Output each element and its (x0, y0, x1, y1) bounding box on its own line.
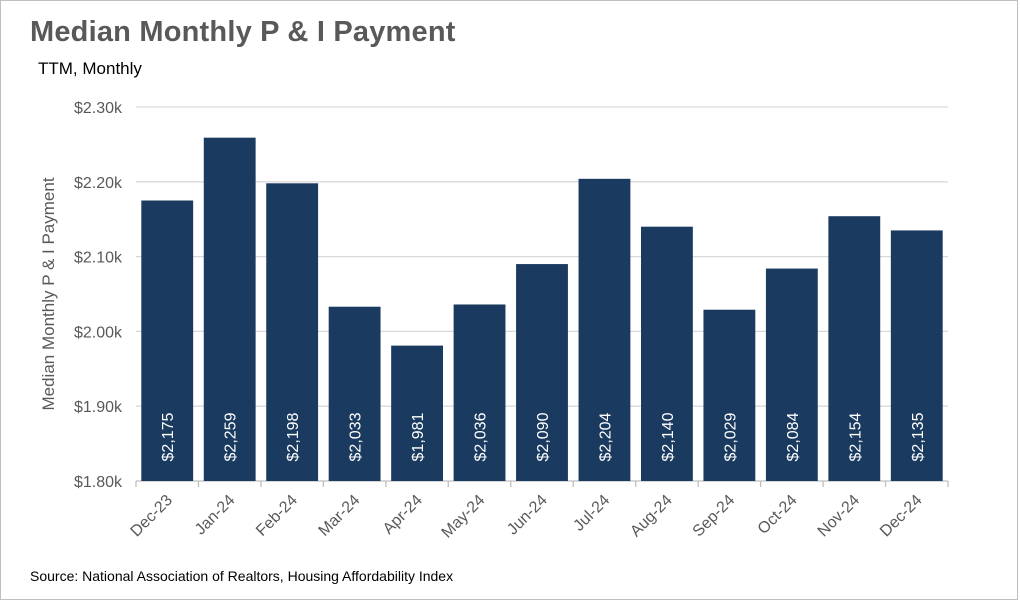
x-tick-label: Aug-24 (627, 492, 676, 541)
x-tick-label: Jun-24 (504, 492, 551, 539)
x-tick-label: Dec-24 (877, 492, 926, 541)
x-axis-ticks: Dec-23 Jan-24 Feb-24 Mar-24 Apr-24 May-24 Jun-… (128, 492, 926, 542)
bar (141, 200, 194, 481)
x-tick-label: Jan-24 (192, 492, 239, 539)
bar (703, 309, 756, 481)
bar (828, 216, 881, 481)
y-axis-label: Median Monthly P & I Payment (39, 177, 58, 410)
bar (641, 226, 693, 481)
data-label: $2,154 (847, 412, 864, 461)
data-label: $2,204 (597, 412, 614, 461)
source-note: Source: National Association of Realtors… (30, 568, 454, 584)
data-label: $2,175 (160, 412, 177, 461)
bar (266, 183, 319, 481)
y-tick-label: $2.20k (74, 175, 123, 192)
x-tick-label: Jul-24 (570, 492, 613, 535)
data-label: $2,259 (223, 412, 240, 461)
data-label: $1,981 (410, 412, 427, 461)
bar (516, 264, 568, 481)
y-tick-label: $2.10k (74, 250, 123, 267)
x-tick-label: Oct-24 (755, 492, 801, 538)
x-tick-label: May-24 (439, 492, 489, 542)
x-tick-label: Nov-24 (815, 492, 864, 541)
x-tick-label: Sep-24 (690, 492, 739, 541)
bar (578, 178, 631, 482)
data-label: $2,090 (535, 412, 552, 461)
data-label: $2,135 (910, 412, 927, 461)
y-tick-label: $2.30k (74, 100, 123, 117)
bar (890, 230, 943, 481)
data-label: $2,036 (473, 412, 490, 461)
x-tick-label: Mar-24 (316, 492, 364, 540)
x-tick-label: Apr-24 (380, 492, 426, 538)
bars (141, 137, 943, 482)
bar (391, 345, 443, 481)
data-label: $2,033 (348, 412, 365, 461)
bar (328, 306, 381, 481)
chart-title: Median Monthly P & I Payment (30, 16, 456, 48)
y-tick-label: $2.00k (74, 324, 123, 341)
data-label: $2,140 (660, 412, 677, 461)
data-label: $2,198 (285, 412, 302, 461)
x-tick-label: Feb-24 (253, 492, 301, 540)
bar (203, 137, 256, 481)
data-label: $2,029 (722, 412, 739, 461)
bar (765, 268, 818, 481)
data-label: $2,084 (785, 412, 802, 461)
chart-subtitle: TTM, Monthly (38, 59, 142, 78)
y-tick-label: $1.80k (74, 474, 123, 491)
bar (453, 304, 506, 481)
y-tick-label: $1.90k (74, 399, 123, 416)
x-tick-label: Dec-23 (128, 492, 177, 541)
data-labels: $2,175 $2,259 $2,198 $2,033 $1,981 $2,036 $2,0… (160, 412, 927, 461)
y-axis-ticks: $1.80k $1.90k $2.00k $2.10k $2.20k $2.30k (74, 100, 123, 491)
